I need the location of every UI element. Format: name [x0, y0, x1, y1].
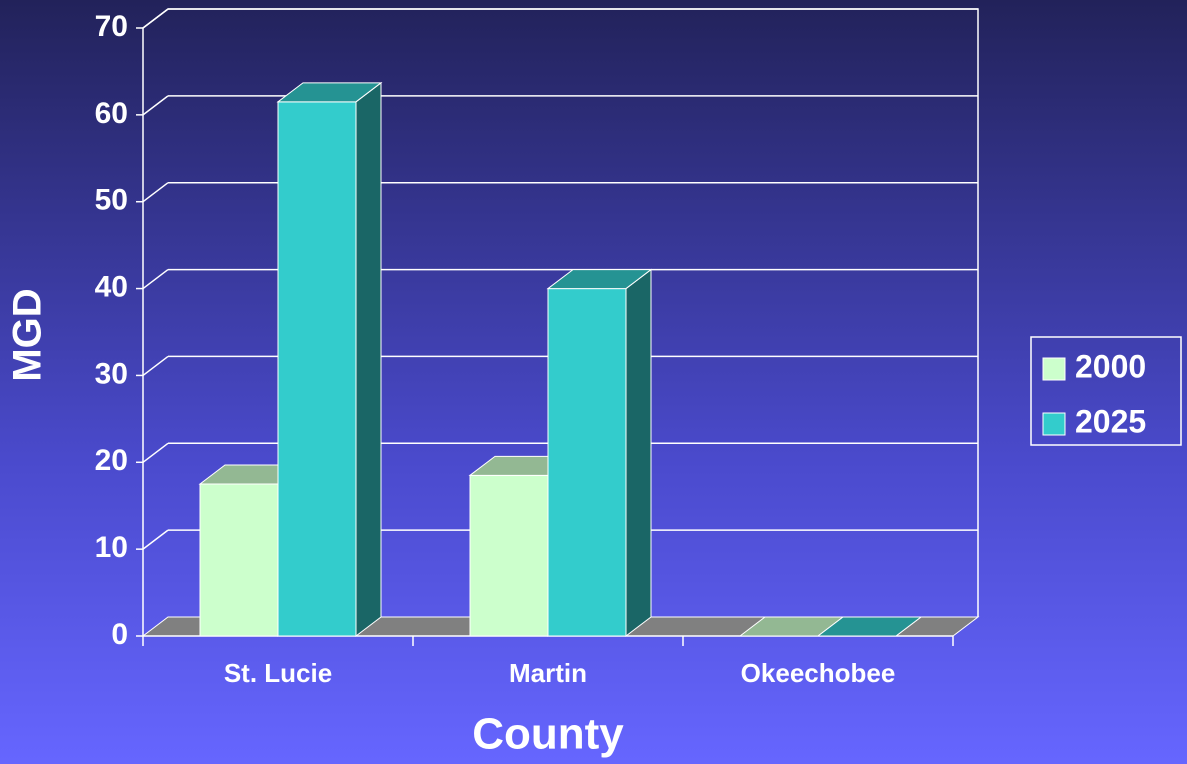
legend-swatch: [1042, 357, 1066, 381]
bar: [276, 81, 383, 638]
y-tick-label: 70: [95, 10, 128, 43]
bar-front: [199, 483, 279, 637]
legend-label: 2025: [1075, 403, 1146, 439]
y-tick-label: 40: [95, 270, 128, 303]
grid-line: [142, 95, 169, 116]
grid-line: [142, 8, 169, 29]
legend-swatch: [1042, 412, 1066, 436]
y-tick-label: 10: [95, 531, 128, 564]
bar-top: [276, 82, 383, 103]
bar-side: [625, 268, 652, 638]
x-tick-label: Martin: [509, 658, 587, 688]
bar-front: [277, 101, 357, 637]
y-tick-label: 50: [95, 184, 128, 217]
grid-line: [142, 529, 169, 550]
y-axis-label: MGD: [6, 288, 50, 381]
grid-line: [142, 182, 169, 203]
grid-line: [142, 442, 169, 463]
grid-line: [142, 355, 169, 377]
bar-front: [547, 288, 627, 637]
y-tick-label: 60: [95, 97, 128, 130]
bar-front: [469, 474, 549, 637]
y-tick-label: 30: [95, 357, 128, 390]
legend-box: [1030, 336, 1182, 446]
x-axis-label: County: [472, 710, 624, 759]
x-tick-label: St. Lucie: [224, 658, 332, 688]
y-tick-label: 0: [111, 618, 128, 651]
y-tick-label: 20: [95, 444, 128, 477]
bar-top: [816, 616, 923, 637]
bar: [816, 616, 923, 637]
bar-top: [546, 269, 653, 290]
bar-side: [355, 81, 382, 638]
bar: [546, 268, 653, 638]
legend-label: 2000: [1075, 348, 1146, 384]
grid-line: [142, 268, 169, 290]
x-tick-label: Okeechobee: [741, 658, 896, 688]
